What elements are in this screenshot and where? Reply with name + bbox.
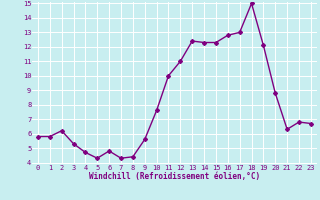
X-axis label: Windchill (Refroidissement éolien,°C): Windchill (Refroidissement éolien,°C) [89, 172, 260, 181]
